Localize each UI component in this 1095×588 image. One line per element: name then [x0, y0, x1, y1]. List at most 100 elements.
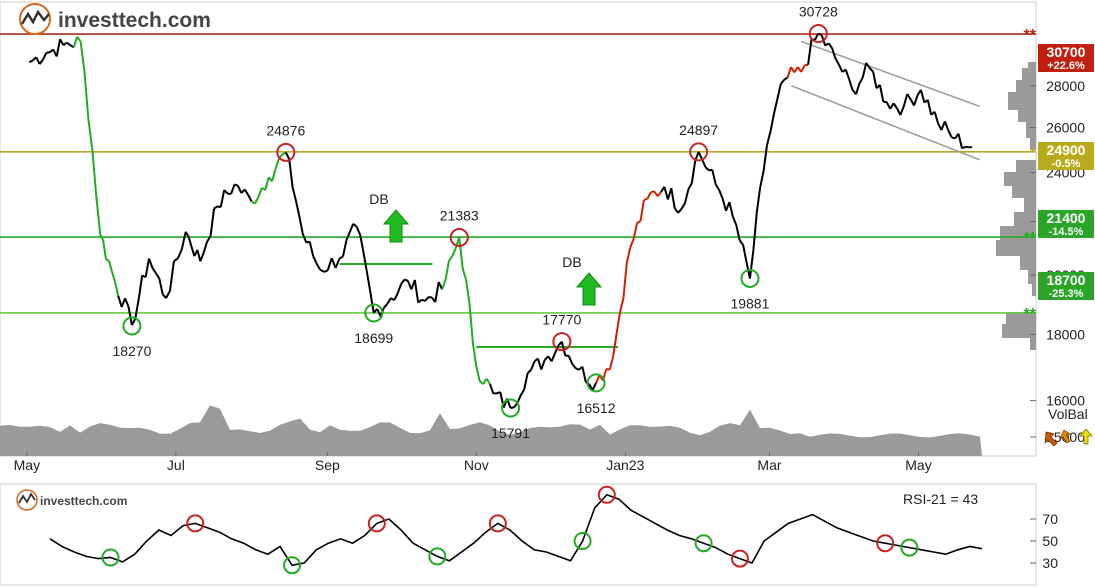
- price-segment: [151, 267, 157, 274]
- price-segment: [342, 240, 348, 257]
- price-segment: [684, 188, 690, 204]
- peak-value-label: 30728: [799, 4, 838, 20]
- level-tag-change: -0.5%: [1052, 158, 1081, 170]
- trough-value-label: 15791: [491, 425, 530, 441]
- breakout-arrow-icon: [575, 272, 603, 306]
- price-segment: [169, 260, 175, 291]
- price-segment: [643, 197, 648, 201]
- price-segment: [947, 129, 953, 138]
- peak-marker: [689, 142, 709, 162]
- price-segment: [608, 356, 615, 370]
- price-segment: [776, 83, 782, 100]
- price-segment: [807, 39, 813, 65]
- price-segment: [348, 223, 355, 233]
- price-segment: [202, 241, 209, 253]
- price-segment: [762, 144, 768, 172]
- rsi-peak-marker: [597, 485, 616, 504]
- price-segment: [752, 212, 758, 251]
- x-tick-label: May: [14, 457, 40, 473]
- price-segment: [144, 258, 150, 278]
- price-segment: [612, 333, 618, 357]
- level-tag-box-21400: [1038, 210, 1094, 238]
- price-segment: [606, 367, 610, 371]
- price-segment: [485, 378, 491, 385]
- price-segment: [264, 177, 270, 191]
- histogram-bar: [1006, 312, 1036, 324]
- price-segment: [933, 111, 939, 124]
- price-segment: [131, 318, 137, 326]
- price-segment: [943, 120, 950, 131]
- level-tag-value: 30700: [1047, 44, 1086, 60]
- price-segment: [120, 297, 127, 308]
- price-segment: [650, 190, 655, 194]
- rsi-trough-marker: [283, 556, 302, 575]
- price-segment: [28, 59, 34, 64]
- price-segment: [102, 239, 107, 260]
- price-segment: [489, 383, 495, 394]
- price-segment: [35, 56, 41, 65]
- rsi-series: [49, 485, 983, 575]
- price-segment: [99, 233, 104, 241]
- price-segment: [424, 296, 430, 302]
- price-segment: [413, 279, 420, 303]
- histogram-bar: [1020, 256, 1036, 270]
- price-segment: [899, 105, 905, 116]
- price-segment: [315, 263, 321, 270]
- price-segment: [844, 69, 851, 80]
- price-segment: [885, 101, 892, 110]
- price-segment: [656, 191, 662, 197]
- price-segment: [560, 341, 567, 357]
- price-segment: [66, 41, 72, 47]
- price-segment: [154, 272, 161, 280]
- price-segment: [180, 231, 187, 250]
- price-segment: [536, 358, 543, 370]
- price-segment: [386, 297, 392, 305]
- price-segment: [295, 201, 301, 218]
- price-segment: [625, 247, 632, 264]
- price-segment: [861, 62, 868, 78]
- histogram-bar: [1022, 68, 1036, 80]
- level-stars: **: [1024, 27, 1037, 44]
- price-segment: [690, 160, 697, 184]
- price-segment: [755, 187, 762, 213]
- trough-value-label: 19881: [730, 295, 769, 311]
- price-segment: [301, 234, 308, 243]
- price-segment: [670, 187, 676, 209]
- price-segment: [567, 355, 574, 365]
- volume-area-shape: [0, 405, 982, 456]
- x-tick-label: Nov: [464, 457, 489, 473]
- trough-value-label: 18699: [354, 330, 393, 346]
- price-segment: [243, 188, 250, 196]
- price-segment: [526, 369, 532, 374]
- price-segment: [540, 359, 546, 370]
- pattern-label: DB: [562, 254, 581, 270]
- price-segment: [804, 63, 809, 67]
- logo-small-wave-icon: [18, 492, 36, 504]
- peak-marker: [808, 24, 828, 44]
- price-segment: [471, 342, 478, 367]
- trough-value-label: 18270: [112, 343, 151, 359]
- price-segment: [451, 247, 457, 257]
- histogram-bar: [1028, 62, 1036, 68]
- price-segment: [234, 183, 239, 187]
- rsi-tick-label: 50: [1042, 533, 1058, 549]
- price-segment: [759, 170, 765, 188]
- price-segment: [704, 166, 710, 172]
- price-segment: [711, 169, 717, 185]
- price-segment: [701, 158, 707, 168]
- price-segment: [393, 292, 399, 301]
- price-segment: [365, 271, 372, 292]
- brand-logo-small: investtech.com: [16, 489, 127, 511]
- trend-channel: [791, 40, 980, 161]
- price-segment: [55, 39, 62, 57]
- price-segment: [919, 89, 926, 103]
- rsi-title: RSI-21 = 43: [903, 491, 978, 507]
- brand-name-small: investtech.com: [40, 494, 127, 508]
- rsi-peak-marker: [730, 549, 749, 568]
- trough-marker: [586, 373, 606, 393]
- level-tag-value: 21400: [1047, 210, 1086, 226]
- price-segment: [137, 275, 144, 299]
- price-segment: [581, 366, 587, 383]
- price-segment: [428, 296, 433, 299]
- level-stars: *: [1030, 145, 1037, 162]
